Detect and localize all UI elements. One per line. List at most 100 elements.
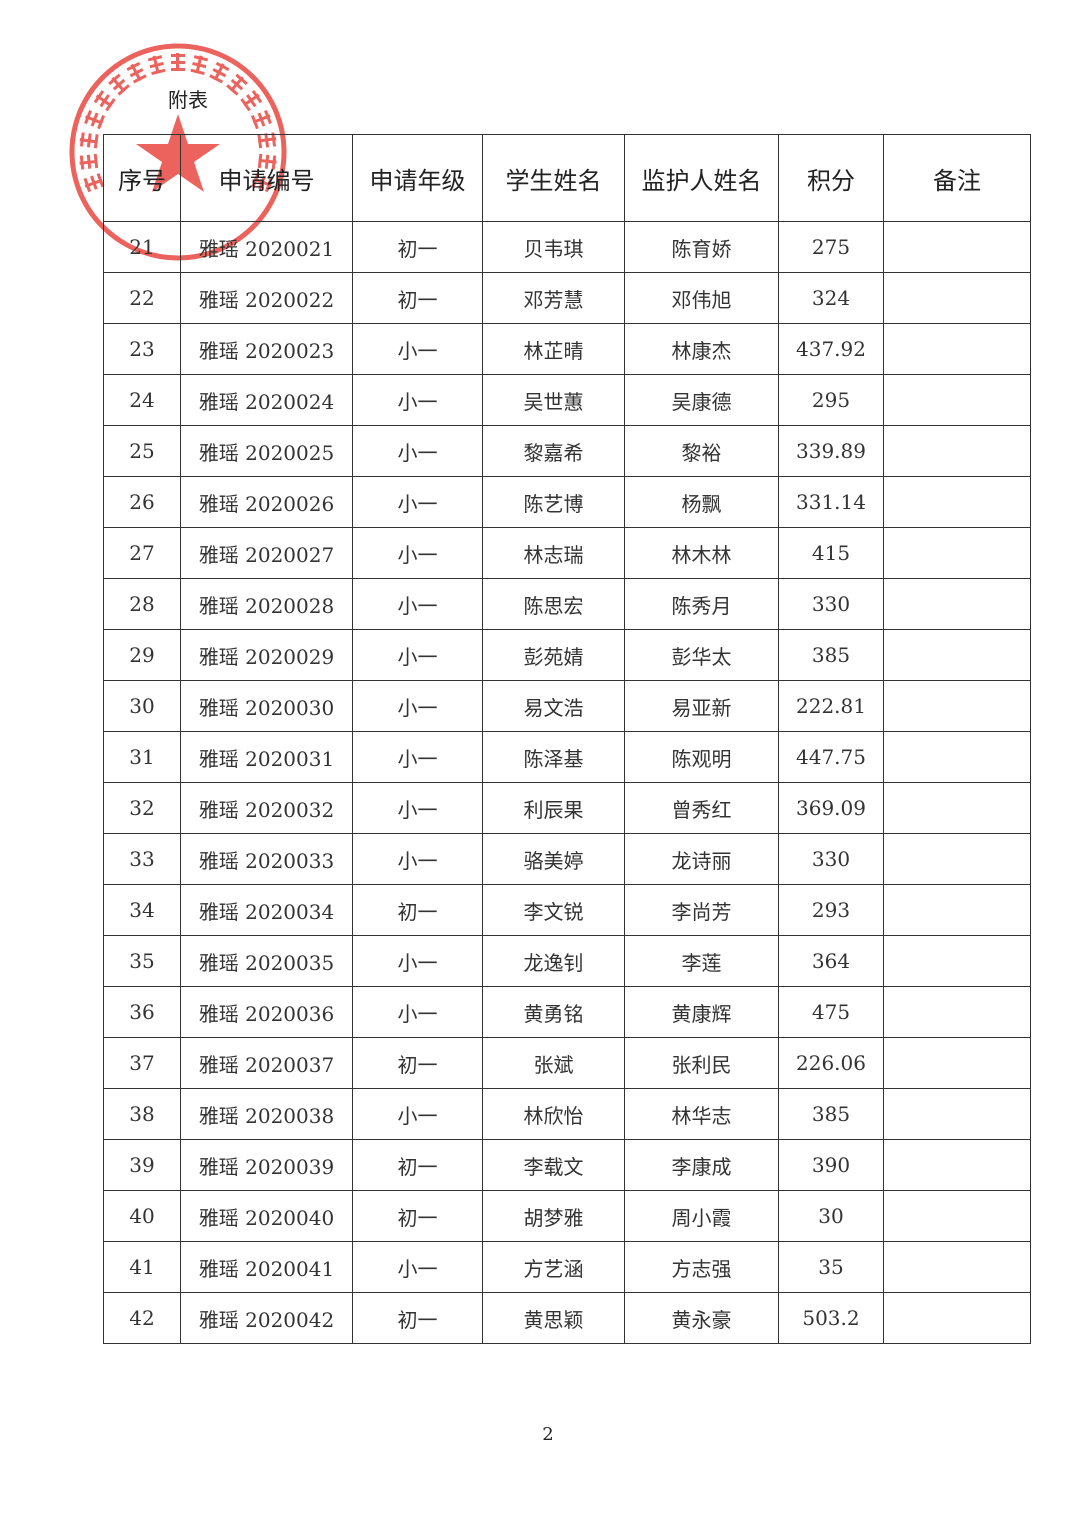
cell-grade: 小一 — [352, 374, 483, 426]
seal-glyph — [79, 153, 99, 170]
cell-guardian-name: 李康成 — [624, 1139, 779, 1191]
cell-application-id: 雅瑶 2020041 — [180, 1241, 353, 1293]
cell-remarks — [883, 374, 1031, 426]
cell-remarks — [883, 323, 1031, 375]
header-guardian-name: 监护人姓名 — [624, 134, 779, 222]
table-row: 31 雅瑶 2020031 小一 陈泽基 陈观明 447.75 — [103, 731, 1031, 783]
table-row: 34 雅瑶 2020034 初一 李文锐 李尚芳 293 — [103, 884, 1031, 936]
cell-index: 33 — [103, 833, 181, 885]
cell-application-id: 雅瑶 2020038 — [180, 1088, 353, 1140]
table-row: 30 雅瑶 2020030 小一 易文浩 易亚新 222.81 — [103, 680, 1031, 732]
cell-index: 22 — [103, 272, 181, 324]
cell-index: 29 — [103, 629, 181, 681]
seal-glyph — [126, 61, 147, 84]
cell-grade: 初一 — [352, 1037, 483, 1089]
cell-index: 24 — [103, 374, 181, 426]
cell-student-name: 骆美婷 — [482, 833, 625, 885]
cell-score: 330 — [778, 578, 884, 630]
header-application-id: 申请编号 — [180, 134, 353, 222]
cell-remarks — [883, 425, 1031, 477]
cell-grade: 小一 — [352, 1088, 483, 1140]
cell-guardian-name: 张利民 — [624, 1037, 779, 1089]
cell-remarks — [883, 272, 1031, 324]
cell-score: 222.81 — [778, 680, 884, 732]
seal-glyph — [79, 132, 99, 149]
cell-student-name: 黄勇铭 — [482, 986, 625, 1038]
table-row: 23 雅瑶 2020023 小一 林芷晴 林康杰 437.92 — [103, 323, 1031, 375]
seal-glyph — [147, 55, 166, 76]
cell-remarks — [883, 629, 1031, 681]
cell-student-name: 吴世蕙 — [482, 374, 625, 426]
header-remarks: 备注 — [883, 134, 1031, 222]
cell-score: 295 — [778, 374, 884, 426]
cell-student-name: 陈思宏 — [482, 578, 625, 630]
cell-student-name: 黄思颖 — [482, 1292, 625, 1344]
cell-grade: 初一 — [352, 1139, 483, 1191]
cell-student-name: 林芷晴 — [482, 323, 625, 375]
cell-application-id: 雅瑶 2020023 — [180, 323, 353, 375]
cell-student-name: 林志瑞 — [482, 527, 625, 579]
cell-application-id: 雅瑶 2020034 — [180, 884, 353, 936]
cell-application-id: 雅瑶 2020030 — [180, 680, 353, 732]
cell-guardian-name: 黄永豪 — [624, 1292, 779, 1344]
cell-application-id: 雅瑶 2020027 — [180, 527, 353, 579]
cell-score: 390 — [778, 1139, 884, 1191]
header-score: 积分 — [778, 134, 884, 222]
cell-remarks — [883, 1088, 1031, 1140]
header-index: 序号 — [103, 134, 181, 222]
cell-application-id: 雅瑶 2020040 — [180, 1190, 353, 1242]
cell-remarks — [883, 1241, 1031, 1293]
cell-index: 32 — [103, 782, 181, 834]
table-body: 21 雅瑶 2020021 初一 贝韦琪 陈育娇 275 22 雅瑶 2020022 初一 邓芳慧… — [103, 221, 1031, 1344]
cell-index: 21 — [103, 221, 181, 273]
cell-student-name: 方艺涵 — [482, 1241, 625, 1293]
cell-student-name: 胡梦雅 — [482, 1190, 625, 1242]
cell-index: 40 — [103, 1190, 181, 1242]
cell-student-name: 张斌 — [482, 1037, 625, 1089]
cell-student-name: 林欣怡 — [482, 1088, 625, 1140]
table-header-row: 序号 申请编号 申请年级 学生姓名 监护人姓名 积分 备注 — [103, 134, 1031, 222]
seal-glyph — [250, 109, 272, 130]
cell-guardian-name: 林木林 — [624, 527, 779, 579]
cell-grade: 小一 — [352, 578, 483, 630]
cell-index: 34 — [103, 884, 181, 936]
cell-student-name: 李文锐 — [482, 884, 625, 936]
cell-application-id: 雅瑶 2020031 — [180, 731, 353, 783]
cell-score: 385 — [778, 629, 884, 681]
table-row: 37 雅瑶 2020037 初一 张斌 张利民 226.06 — [103, 1037, 1031, 1089]
cell-guardian-name: 陈观明 — [624, 731, 779, 783]
cell-remarks — [883, 1037, 1031, 1089]
cell-student-name: 陈艺博 — [482, 476, 625, 528]
cell-score: 364 — [778, 935, 884, 987]
cell-student-name: 龙逸钊 — [482, 935, 625, 987]
cell-student-name: 李载文 — [482, 1139, 625, 1191]
cell-grade: 小一 — [352, 833, 483, 885]
cell-remarks — [883, 935, 1031, 987]
cell-guardian-name: 邓伟旭 — [624, 272, 779, 324]
cell-guardian-name: 周小霞 — [624, 1190, 779, 1242]
cell-guardian-name: 黄康辉 — [624, 986, 779, 1038]
table-row: 29 雅瑶 2020029 小一 彭苑婧 彭华太 385 — [103, 629, 1031, 681]
cell-student-name: 邓芳慧 — [482, 272, 625, 324]
cell-grade: 小一 — [352, 782, 483, 834]
table-row: 27 雅瑶 2020027 小一 林志瑞 林木林 415 — [103, 527, 1031, 579]
cell-grade: 小一 — [352, 629, 483, 681]
cell-application-id: 雅瑶 2020035 — [180, 935, 353, 987]
cell-grade: 初一 — [352, 221, 483, 273]
applicant-table: 序号 申请编号 申请年级 学生姓名 监护人姓名 积分 备注 21 雅瑶 2020021 初一 贝韦… — [103, 134, 1031, 1344]
cell-index: 25 — [103, 425, 181, 477]
cell-score: 226.06 — [778, 1037, 884, 1089]
cell-score: 331.14 — [778, 476, 884, 528]
cell-guardian-name: 吴康德 — [624, 374, 779, 426]
cell-guardian-name: 杨飘 — [624, 476, 779, 528]
cell-student-name: 易文浩 — [482, 680, 625, 732]
table-row: 26 雅瑶 2020026 小一 陈艺博 杨飘 331.14 — [103, 476, 1031, 528]
table-caption: 附表 — [168, 88, 208, 112]
cell-guardian-name: 李尚芳 — [624, 884, 779, 936]
seal-glyph — [190, 55, 209, 76]
cell-score: 293 — [778, 884, 884, 936]
cell-grade: 小一 — [352, 680, 483, 732]
seal-glyph — [84, 109, 106, 130]
seal-glyph — [171, 53, 185, 71]
cell-application-id: 雅瑶 2020026 — [180, 476, 353, 528]
